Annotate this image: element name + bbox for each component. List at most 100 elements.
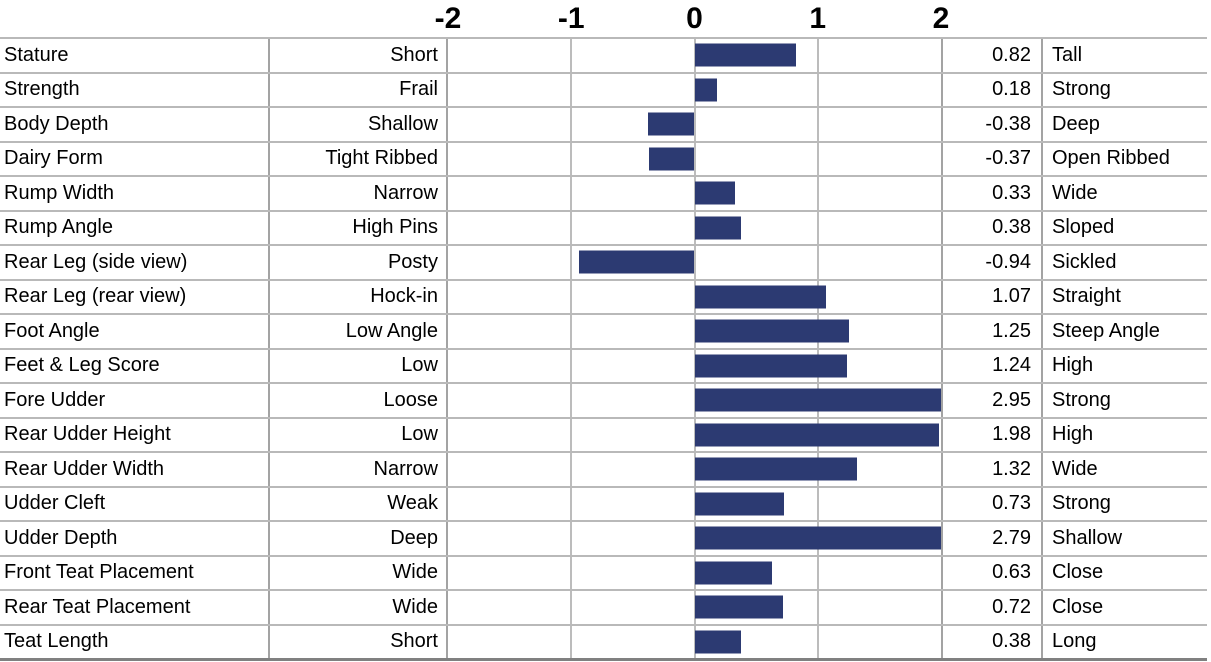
gridline-minus1	[570, 177, 573, 210]
low-descriptor-cell: Narrow	[270, 453, 448, 486]
table-row: Fore Udder Loose 2.95 Strong	[0, 382, 1207, 417]
trait-name: Rump Angle	[4, 216, 113, 239]
sta-value-cell: 0.38	[943, 625, 1043, 658]
trait-name-cell: Teat Length	[0, 625, 270, 658]
sta-value-cell: 2.95	[943, 384, 1043, 417]
bar-plot-cell	[448, 487, 943, 520]
bar-plot-cell	[448, 625, 943, 658]
low-descriptor: Low	[401, 423, 438, 446]
bar-plot-cell	[448, 522, 943, 555]
bar-plot-cell	[448, 591, 943, 624]
gridline-plus1	[816, 211, 819, 244]
trait-name-cell: Feet & Leg Score	[0, 349, 270, 382]
high-descriptor-cell: Strong	[1043, 384, 1207, 417]
low-descriptor-cell: Frail	[270, 73, 448, 106]
trait-name: Foot Angle	[4, 319, 100, 342]
low-descriptor-cell: Short	[270, 625, 448, 658]
high-descriptor-cell: Sickled	[1043, 246, 1207, 279]
sta-bar	[694, 181, 736, 205]
sta-value: 0.73	[992, 492, 1031, 515]
table-row: Stature Short 0.82 Tall	[0, 37, 1207, 72]
trait-name: Udder Depth	[4, 526, 118, 549]
table-row: Rear Leg (rear view) Hock-in 1.07 Straig…	[0, 278, 1207, 313]
sta-bar	[694, 457, 858, 481]
bar-plot-cell	[448, 142, 943, 175]
gridline-plus1	[816, 73, 819, 106]
high-descriptor-cell: Close	[1043, 591, 1207, 624]
trait-name: Rear Leg (side view)	[4, 250, 188, 273]
low-descriptor-cell: High Pins	[270, 211, 448, 244]
high-descriptor-cell: High	[1043, 350, 1207, 383]
low-descriptor-cell: Wide	[270, 591, 448, 624]
table-row: Rump Width Narrow 0.33 Wide	[0, 175, 1207, 210]
sta-value-cell: 1.32	[943, 453, 1043, 486]
table-row: Rear Udder Width Narrow 1.32 Wide	[0, 451, 1207, 486]
low-descriptor: Low Angle	[345, 319, 438, 342]
trait-name: Udder Cleft	[4, 492, 106, 515]
sta-value-cell: 0.82	[943, 39, 1043, 72]
high-descriptor-cell: Wide	[1043, 453, 1207, 486]
trait-name: Strength	[4, 78, 80, 101]
trait-name: Rear Leg (rear view)	[4, 285, 187, 308]
low-descriptor: Wide	[392, 561, 438, 584]
low-descriptor: Narrow	[373, 181, 438, 204]
gridline-minus1	[570, 73, 573, 106]
low-descriptor: Wide	[392, 595, 438, 618]
high-descriptor-cell: Close	[1043, 557, 1207, 590]
trait-name-cell: Foot Angle	[0, 315, 270, 348]
low-descriptor: Tight Ribbed	[325, 147, 438, 170]
high-descriptor-cell: Long	[1043, 626, 1207, 659]
bar-plot-cell	[448, 73, 943, 106]
sta-bar	[694, 78, 717, 102]
sta-value: 1.32	[992, 457, 1031, 480]
bar-plot-cell	[448, 211, 943, 244]
high-descriptor-cell: Shallow	[1043, 522, 1207, 555]
high-descriptor: Wide	[1052, 181, 1098, 204]
table-row: Body Depth Shallow -0.38 Deep	[0, 106, 1207, 141]
sta-value-cell: 1.25	[943, 315, 1043, 348]
table-row: Strength Frail 0.18 Strong	[0, 71, 1207, 107]
low-descriptor: Posty	[387, 250, 438, 273]
trait-name-cell: Body Depth	[0, 108, 270, 141]
high-descriptor-cell: Strong	[1043, 74, 1207, 107]
trait-name-cell: Rear Leg (side view)	[0, 246, 270, 279]
sta-bar	[694, 43, 796, 67]
low-descriptor: Weak	[387, 492, 438, 515]
sta-bar	[694, 388, 941, 412]
sta-bar	[578, 250, 695, 274]
sta-value-cell: 0.63	[943, 556, 1043, 589]
low-descriptor-cell: Short	[270, 39, 448, 72]
sta-value-cell: -0.38	[943, 108, 1043, 141]
low-descriptor: Shallow	[367, 112, 438, 135]
gridline-minus1	[570, 315, 573, 348]
high-descriptor-cell: Steep Angle	[1043, 315, 1207, 348]
sta-value: 1.25	[992, 319, 1031, 342]
low-descriptor: High Pins	[352, 216, 438, 239]
high-descriptor: Close	[1052, 595, 1104, 618]
low-descriptor: Low	[401, 354, 438, 377]
gridline-plus1	[816, 177, 819, 210]
gridline-minus1	[570, 591, 573, 624]
gridline-plus1	[816, 556, 819, 589]
sta-value-cell: 1.07	[943, 280, 1043, 313]
low-descriptor-cell: Loose	[270, 384, 448, 417]
high-descriptor: Sickled	[1052, 250, 1117, 273]
high-descriptor: Close	[1052, 561, 1104, 584]
axis-tick-label: 2	[932, 2, 950, 35]
gridline-minus1	[570, 142, 573, 175]
high-descriptor: Long	[1052, 630, 1097, 653]
axis-tick-label: 0	[686, 2, 703, 35]
sta-bar	[694, 526, 941, 550]
table-row: Dairy Form Tight Ribbed -0.37 Open Ribbe…	[0, 140, 1207, 175]
gridline-plus1	[816, 108, 819, 141]
table-row: Rear Leg (side view) Posty -0.94 Sickled	[0, 244, 1207, 279]
trait-name-cell: Stature	[0, 39, 270, 72]
table-row: Foot Angle Low Angle 1.25 Steep Angle	[0, 313, 1207, 348]
sta-value: 0.82	[992, 43, 1031, 66]
trait-name: Rear Teat Placement	[4, 595, 191, 618]
high-descriptor-cell: Wide	[1043, 177, 1207, 210]
bar-plot-cell	[448, 384, 943, 417]
trait-name-cell: Rear Udder Height	[0, 418, 270, 451]
gridline-plus1	[816, 591, 819, 624]
